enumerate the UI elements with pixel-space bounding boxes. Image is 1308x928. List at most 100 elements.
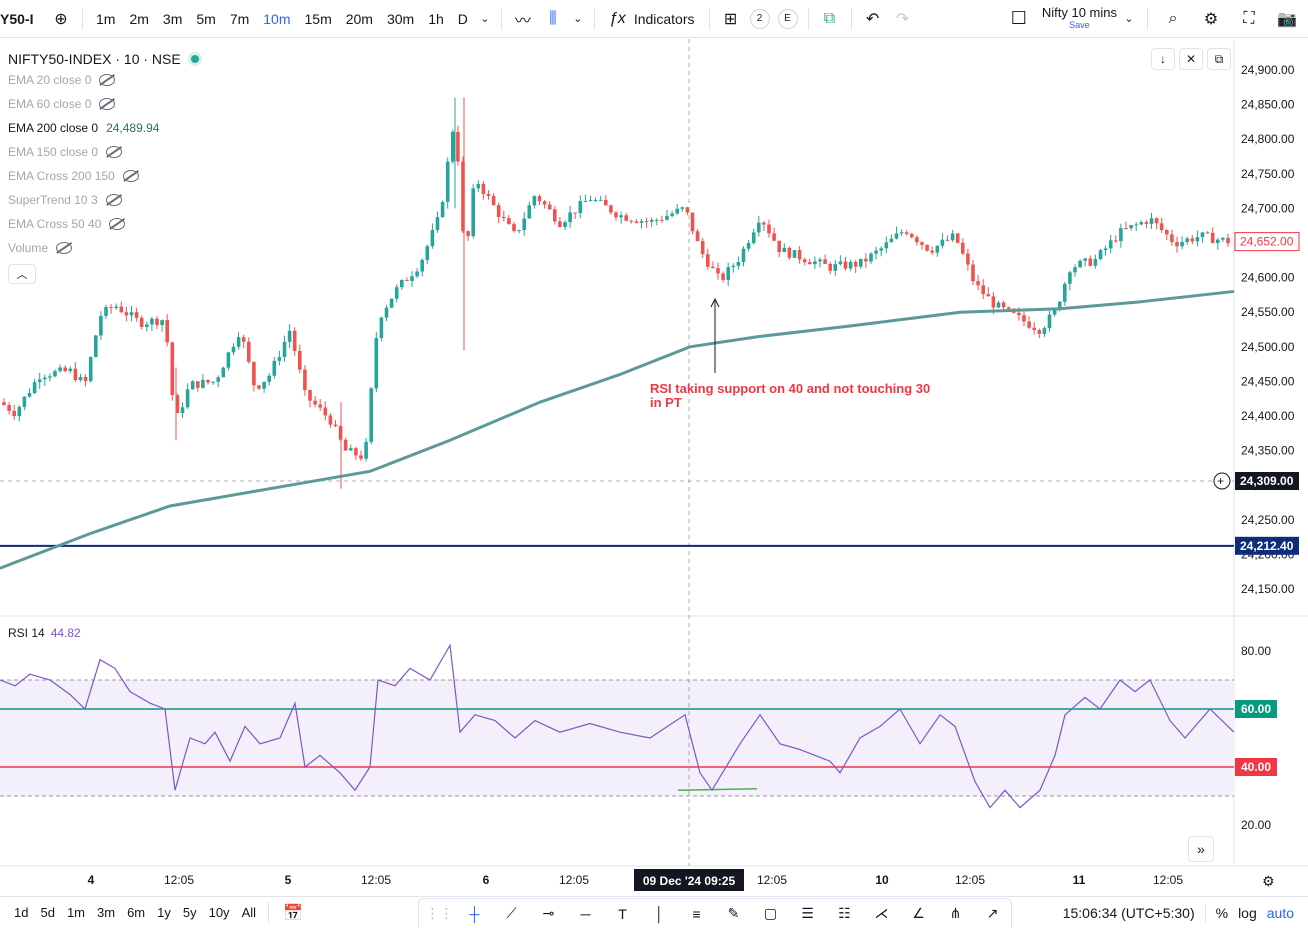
interval-5m[interactable]: 5m [196,10,216,27]
interval-3m[interactable]: 3m [162,10,183,27]
line-chart-type-icon[interactable]: 〰 [514,12,531,30]
collapse-pane-icon[interactable]: ✕ [1179,48,1203,70]
chevron-down-icon[interactable]: ⌄ [480,13,490,25]
text-tool-icon[interactable]: T [618,905,627,922]
clock-timezone[interactable]: 15:06:34 (UTC+5:30) [1062,905,1195,921]
eye-hidden-icon[interactable] [105,194,122,206]
drag-handle-icon[interactable]: ⋮⋮ [425,905,454,921]
settings-gear-icon[interactable]: ⚙ [1203,10,1219,28]
range-1y[interactable]: 1y [157,905,171,920]
range-3m[interactable]: 3m [97,905,116,920]
path-icon[interactable]: ↗ [986,905,999,921]
candle-body [1103,248,1108,251]
auto-scale-toggle[interactable]: auto [1266,905,1294,921]
interval-10m[interactable]: 10m [263,10,291,27]
eye-hidden-icon[interactable] [106,146,123,158]
interval-2m[interactable]: 2m [129,10,149,27]
candle-body [476,183,481,189]
horizontal-ray-icon[interactable]: ⊸ [542,905,555,921]
templates-grid-icon[interactable]: ⊞ [723,10,738,28]
range-1d[interactable]: 1d [14,905,29,920]
candle-body [7,405,11,411]
calendar-goto-icon[interactable]: 📅 [283,904,303,922]
replay-icon[interactable]: ⧉ [823,9,836,27]
percent-toggle[interactable]: % [1215,905,1229,921]
pitchfork-icon[interactable]: ⋔ [949,905,962,921]
candle-body [961,242,965,254]
eye-hidden-icon[interactable] [99,74,116,86]
undo-icon[interactable]: ↶ [865,10,880,28]
parallel-channel-icon[interactable]: ≡ [692,905,701,922]
fib-extension-icon[interactable]: ☷ [838,905,851,921]
fullscreen-icon[interactable]: ⛶ [1243,9,1255,27]
candle-body [1154,218,1159,224]
chevron-down-icon[interactable]: ⌄ [573,13,583,25]
symbol-title[interactable]: NIFTY50-INDEX · 10 · NSE [8,50,199,68]
range-10y[interactable]: 10y [208,905,230,920]
indicators-button[interactable]: ƒx Indicators [601,4,703,34]
rsi-support-trendline[interactable] [677,788,758,791]
interval-7m[interactable]: 7m [229,10,250,27]
range-1m[interactable]: 1m [66,905,85,920]
range-All[interactable]: All [241,905,257,920]
interval-20m[interactable]: 20m [345,10,373,27]
candle-body [160,320,164,326]
indicator-row[interactable]: EMA 60 close 0 [8,92,199,116]
eye-hidden-icon[interactable] [109,218,126,230]
chevron-down-icon[interactable]: ⌄ [1124,13,1134,25]
horizontal-line-icon[interactable]: ─ [580,905,591,922]
interval-30m[interactable]: 30m [386,10,415,27]
indicator-row[interactable]: SuperTrend 10 3 [8,188,199,212]
brush-icon[interactable]: ✎ [727,905,740,921]
angle-icon[interactable]: ∠ [912,905,925,921]
eye-hidden-icon[interactable] [99,98,116,110]
maximize-pane-icon[interactable]: ⧉ [1207,48,1231,70]
candle-body [236,337,241,347]
eye-hidden-icon[interactable] [56,242,73,254]
market-open-dot [190,55,199,63]
indicator-row[interactable]: EMA 150 close 0 [8,140,199,164]
range-5d[interactable]: 5d [40,905,55,920]
interval-D[interactable]: D [457,10,468,27]
indicator-row[interactable]: Volume [8,236,199,260]
layout-name-button[interactable]: Nifty 10 mins Save [1042,6,1117,32]
rectangle-icon[interactable]: ▢ [763,905,778,921]
interval-15m[interactable]: 15m [304,10,332,27]
collapse-legend-button[interactable]: ︿ [8,264,36,284]
candles-chart-type-icon[interactable]: ⫼ [549,9,557,27]
gann-fan-icon[interactable]: ⋌ [874,905,889,921]
chart-area[interactable]: RSI taking support on 40 and not touchin… [0,39,1308,895]
add-symbol-icon[interactable]: ⊕ [54,10,68,28]
vertical-line-icon[interactable]: │ [655,905,664,922]
candle-body [211,381,215,383]
interval-1m[interactable]: 1m [96,10,116,27]
redo-icon[interactable]: ↷ [895,10,910,28]
scroll-to-realtime-button[interactable]: » [1188,836,1214,862]
symbol-search[interactable]: Y50-I [0,10,34,27]
range-5y[interactable]: 5y [182,905,197,920]
trend-line-icon[interactable]: ⟋ [506,905,517,921]
indicator-row[interactable]: EMA Cross 200 150 [8,164,199,188]
add-alert-icon[interactable] [1213,472,1231,490]
fib-retracement-icon[interactable]: ☰ [801,905,814,921]
eye-hidden-icon[interactable] [122,170,139,182]
layout-checkbox-icon[interactable]: ☐ [1010,8,1027,28]
quick-search-icon[interactable]: ⌕ [1168,9,1178,27]
indicator-label: EMA Cross 50 40 [8,217,102,231]
events-chip[interactable]: E [777,8,798,29]
indicator-row[interactable]: EMA 200 close 0 24,489.94 [8,116,199,140]
camera-screenshot-icon[interactable]: 📷 [1277,10,1297,28]
interval-1h[interactable]: 1h [428,10,444,27]
indicator-row[interactable]: EMA 20 close 0 [8,68,199,92]
alerts-chip[interactable]: 2 [749,8,770,29]
candle-body [583,201,588,203]
candle-body [196,381,200,388]
range-6m[interactable]: 6m [127,905,146,920]
chart-canvas[interactable]: RSI taking support on 40 and not touchin… [0,39,1308,895]
log-toggle[interactable]: log [1238,905,1257,921]
candle-body [925,244,929,251]
crosshair-icon[interactable]: ┼ [469,905,480,922]
move-pane-down-icon[interactable]: ↓ [1151,48,1175,70]
indicator-row[interactable]: EMA Cross 50 40 [8,212,199,236]
rsi-legend[interactable]: RSI 14 44.82 [8,626,81,640]
